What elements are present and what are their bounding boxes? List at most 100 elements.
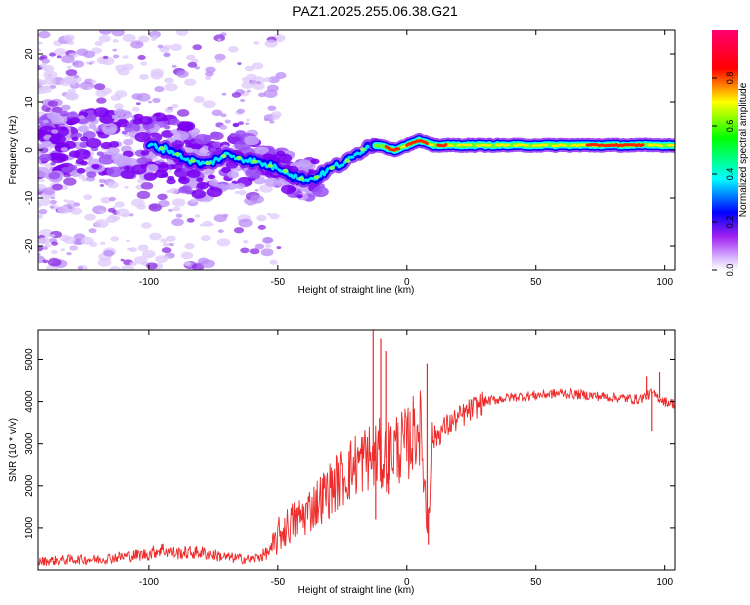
- spectrogram-noise-blob: [167, 170, 172, 173]
- spectrogram-band-blob: [161, 130, 174, 138]
- spectrogram-noise-blob: [160, 238, 168, 243]
- spectrogram-band-blob: [78, 115, 85, 120]
- spectrogram-noise-blob: [264, 243, 272, 248]
- spectrogram-noise-blob: [99, 241, 106, 246]
- spectrogram-noise-blob: [127, 247, 132, 251]
- spectrogram-noise-blob: [83, 50, 96, 59]
- spectrogram-noise-blob: [171, 103, 179, 109]
- spectrogram-noise-blob: [238, 189, 247, 196]
- spectrogram-noise-blob: [111, 215, 121, 221]
- spectrogram-band-blob: [134, 132, 151, 143]
- snr-series: [38, 330, 675, 567]
- spectrogram-noise-blob: [70, 207, 83, 215]
- spectrogram-y-tick-label: -20: [24, 238, 35, 253]
- spectrogram-band-blob: [191, 143, 202, 151]
- spectrogram-noise-blob: [42, 187, 56, 196]
- spectrogram-band-blob: [312, 186, 329, 198]
- spectrogram-band-blob: [210, 131, 220, 138]
- snr-x-tick-label: -50: [271, 577, 286, 588]
- spectrogram-noise-blob: [192, 44, 203, 51]
- ridge-node: [236, 155, 243, 160]
- spectrogram-noise-blob: [111, 30, 125, 37]
- spectrogram-y-tick-label: 20: [24, 48, 35, 60]
- spectrogram-noise-blob: [261, 237, 273, 244]
- spectrogram-band-blob: [244, 135, 260, 146]
- spectrogram-noise-blob: [221, 92, 227, 96]
- spectrogram-noise-blob: [50, 162, 56, 166]
- spectrogram-blobs: [38, 30, 329, 270]
- spectrogram-band-blob: [255, 146, 269, 155]
- spectrogram-noise-blob: [148, 100, 153, 104]
- spectrogram-noise-blob: [254, 243, 265, 250]
- spectrogram-noise-blob: [96, 97, 107, 104]
- spectrogram-noise-blob: [217, 229, 224, 233]
- spectrogram-noise-blob: [183, 261, 192, 267]
- ridge-node: [251, 159, 258, 164]
- snr-y-tick-label: 5000: [24, 348, 35, 371]
- spectrogram-band-blob: [207, 174, 216, 180]
- spectrogram-noise-blob: [102, 55, 109, 59]
- spectrogram-noise-blob: [148, 30, 161, 39]
- spectrogram-noise-blob: [158, 199, 170, 208]
- spectrogram-noise-blob: [275, 72, 287, 79]
- spectrogram-noise-blob: [140, 181, 154, 190]
- snr-y-tick-label: 4000: [24, 390, 35, 413]
- colorbar-tick-label: 0.4: [725, 168, 735, 181]
- spectrogram-noise-blob: [90, 79, 97, 84]
- spectrogram-noise-blob: [122, 33, 136, 43]
- spectrogram-noise-blob: [213, 214, 227, 223]
- spectrogram-noise-blob: [73, 202, 81, 207]
- spectrogram-band-blob: [114, 155, 132, 167]
- spectrogram-band-blob: [116, 119, 130, 128]
- spectrogram-noise-blob: [172, 206, 181, 212]
- spectrogram-band-blob: [98, 154, 115, 165]
- spectrogram-noise-blob: [94, 219, 109, 228]
- spectrogram-noise-blob: [266, 84, 279, 93]
- spectrogram-noise-blob: [39, 63, 48, 68]
- spectrogram-noise-blob: [112, 206, 117, 209]
- spectrogram-band-blob: [59, 110, 69, 117]
- spectrogram-noise-blob: [92, 205, 107, 215]
- snr-x-tick-label: 0: [404, 577, 410, 588]
- spectrogram-noise-blob: [84, 213, 96, 221]
- spectrogram-band-blob: [42, 119, 49, 124]
- colorbar-tick-label: 0.0: [725, 264, 735, 277]
- spectrogram-band-blob: [178, 176, 190, 185]
- spectrogram-band-blob: [102, 126, 117, 136]
- ridge-red-segment: [585, 142, 645, 148]
- spectrogram-ridge: [142, 133, 675, 188]
- spectrogram-noise-blob: [120, 258, 125, 262]
- spectrogram-band-blob: [113, 108, 127, 117]
- spectrogram-noise-blob: [64, 92, 78, 100]
- spectrogram-band-blob: [226, 182, 237, 190]
- spectrogram-band-blob: [60, 126, 68, 131]
- spectrogram-band-blob: [208, 179, 219, 186]
- spectrogram-band-blob: [38, 166, 51, 178]
- spectrogram-band-blob: [93, 107, 110, 118]
- spectrogram-noise-blob: [66, 65, 72, 69]
- spectrogram-band-blob: [121, 130, 128, 135]
- spectrogram-noise-blob: [43, 85, 51, 90]
- spectrogram-noise-blob: [38, 30, 51, 39]
- spectrogram-noise-blob: [214, 53, 226, 61]
- ridge-node: [359, 147, 366, 152]
- spectrogram-noise-blob: [260, 248, 274, 257]
- spectrogram-noise-blob: [98, 178, 106, 184]
- spectrogram-noise-blob: [249, 248, 260, 255]
- spectrogram-noise-blob: [128, 213, 134, 217]
- spectrogram-noise-blob: [43, 77, 57, 85]
- colorbar-label: Normalized spectral amplitude: [738, 82, 749, 217]
- spectrogram-noise-blob: [150, 71, 164, 80]
- colorbar: 0.0 0.2 0.4 0.6 0.8 Normalized spectral ampl…: [712, 30, 749, 276]
- colorbar-ticks: 0.0 0.2 0.4 0.6 0.8: [712, 72, 735, 277]
- spectrogram-noise-blob: [211, 109, 223, 117]
- spectrogram-noise-blob: [66, 200, 76, 206]
- spectrogram-noise-blob: [150, 37, 157, 42]
- spectrogram-noise-blob: [171, 198, 186, 207]
- spectrogram-noise-blob: [164, 83, 178, 92]
- ridge-node: [220, 154, 227, 158]
- spectrogram-ylabel: Frequency (Hz): [8, 116, 19, 185]
- snr-xlabel: Height of straight line (km): [298, 585, 415, 596]
- spectrogram-noise-blob: [168, 242, 175, 247]
